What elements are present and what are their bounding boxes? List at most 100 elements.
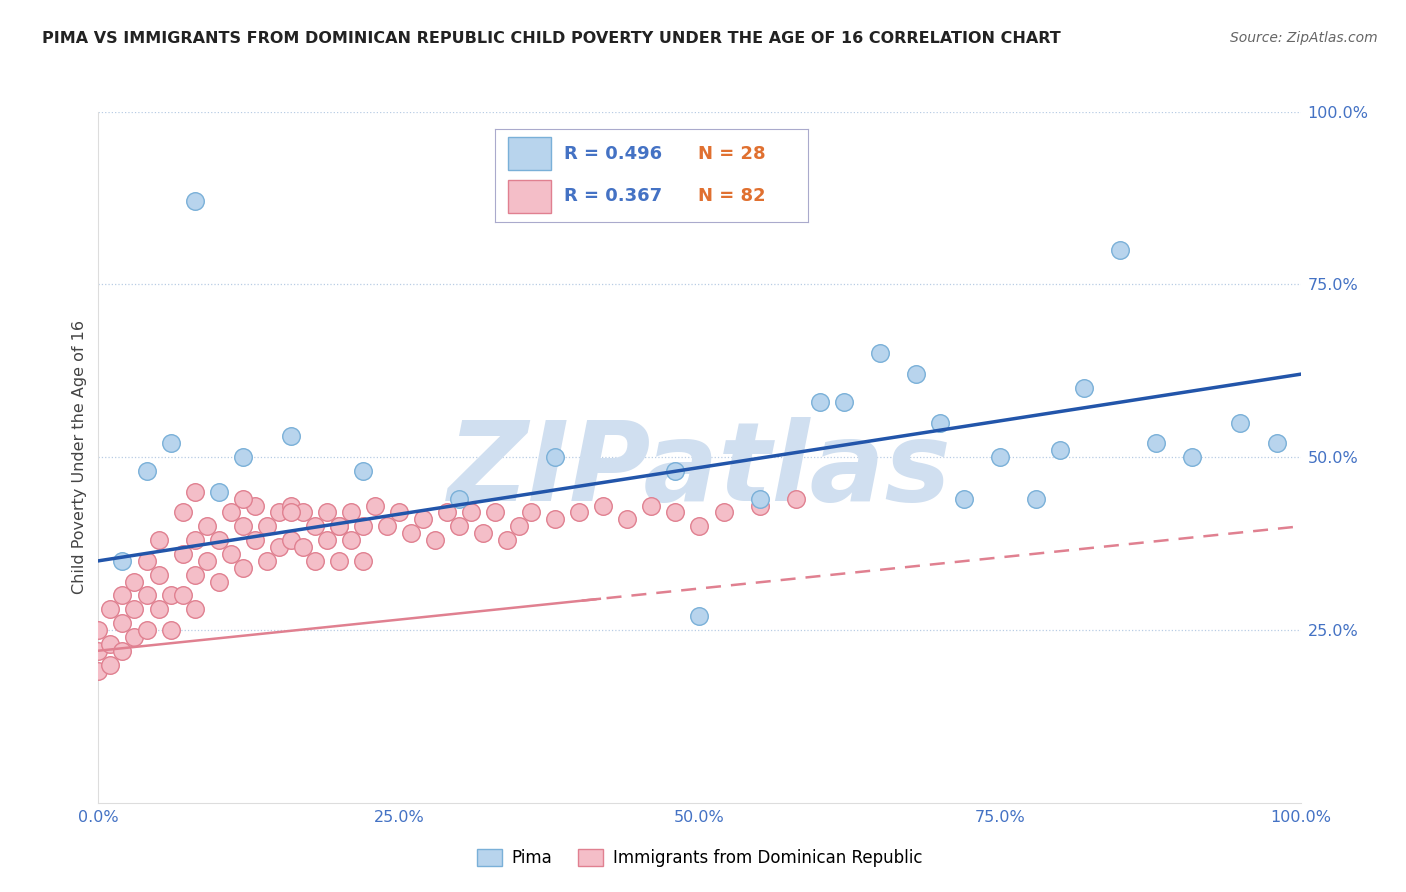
Point — [568, 505, 591, 519]
Point — [1229, 416, 1251, 430]
Point — [172, 547, 194, 561]
Point — [183, 602, 205, 616]
Point — [148, 567, 170, 582]
Point — [232, 519, 254, 533]
Point — [124, 630, 146, 644]
Point — [520, 505, 543, 519]
Point — [304, 554, 326, 568]
Point — [111, 615, 134, 630]
Point — [904, 368, 927, 382]
Y-axis label: Child Poverty Under the Age of 16: Child Poverty Under the Age of 16 — [72, 320, 87, 594]
Point — [208, 484, 231, 499]
Text: ZIPatlas: ZIPatlas — [447, 417, 952, 524]
Point — [928, 416, 950, 430]
Point — [183, 194, 205, 209]
Point — [291, 540, 314, 554]
Point — [315, 533, 337, 548]
Point — [267, 540, 290, 554]
Point — [124, 602, 146, 616]
Point — [592, 499, 614, 513]
Point — [399, 526, 422, 541]
Point — [412, 512, 434, 526]
Point — [340, 505, 363, 519]
Point — [87, 623, 110, 637]
Point — [304, 519, 326, 533]
Point — [808, 395, 831, 409]
Point — [1181, 450, 1204, 465]
Point — [100, 657, 122, 672]
Point — [183, 567, 205, 582]
Point — [785, 491, 807, 506]
Point — [460, 505, 482, 519]
Point — [219, 505, 242, 519]
Point — [328, 519, 350, 533]
Point — [256, 519, 278, 533]
Point — [135, 623, 157, 637]
Point — [100, 602, 122, 616]
Point — [183, 484, 205, 499]
Point — [1073, 381, 1095, 395]
Point — [953, 491, 976, 506]
Point — [243, 533, 266, 548]
Point — [172, 505, 194, 519]
Point — [219, 547, 242, 561]
Point — [832, 395, 855, 409]
Point — [243, 499, 266, 513]
Point — [172, 589, 194, 603]
Point — [544, 512, 567, 526]
Point — [689, 609, 711, 624]
Point — [988, 450, 1011, 465]
Text: PIMA VS IMMIGRANTS FROM DOMINICAN REPUBLIC CHILD POVERTY UNDER THE AGE OF 16 COR: PIMA VS IMMIGRANTS FROM DOMINICAN REPUBL… — [42, 31, 1062, 46]
Point — [111, 554, 134, 568]
Point — [256, 554, 278, 568]
Point — [159, 623, 181, 637]
Point — [664, 464, 686, 478]
Point — [447, 519, 470, 533]
Point — [328, 554, 350, 568]
Point — [291, 505, 314, 519]
Point — [195, 519, 218, 533]
Point — [616, 512, 638, 526]
Point — [135, 554, 157, 568]
Point — [148, 602, 170, 616]
Point — [436, 505, 458, 519]
Point — [496, 533, 519, 548]
Point — [159, 589, 181, 603]
Point — [544, 450, 567, 465]
Point — [375, 519, 398, 533]
Point — [664, 505, 686, 519]
Text: Source: ZipAtlas.com: Source: ZipAtlas.com — [1230, 31, 1378, 45]
Point — [280, 533, 302, 548]
Point — [869, 346, 891, 360]
Point — [1265, 436, 1288, 450]
Point — [232, 450, 254, 465]
Point — [1025, 491, 1047, 506]
Point — [183, 533, 205, 548]
Point — [208, 533, 231, 548]
Point — [87, 644, 110, 658]
Point — [352, 554, 374, 568]
Legend: Pima, Immigrants from Dominican Republic: Pima, Immigrants from Dominican Republic — [470, 842, 929, 874]
Point — [340, 533, 363, 548]
Point — [748, 499, 770, 513]
Point — [352, 519, 374, 533]
Point — [315, 505, 337, 519]
Point — [267, 505, 290, 519]
Point — [484, 505, 506, 519]
Point — [1144, 436, 1167, 450]
Point — [447, 491, 470, 506]
Point — [364, 499, 387, 513]
Point — [1109, 243, 1132, 257]
Point — [111, 589, 134, 603]
Point — [148, 533, 170, 548]
Point — [124, 574, 146, 589]
Point — [748, 491, 770, 506]
Point — [280, 505, 302, 519]
Point — [640, 499, 662, 513]
Point — [280, 499, 302, 513]
Point — [508, 519, 530, 533]
Point — [280, 429, 302, 443]
Point — [232, 561, 254, 575]
Point — [135, 464, 157, 478]
Point — [328, 519, 350, 533]
